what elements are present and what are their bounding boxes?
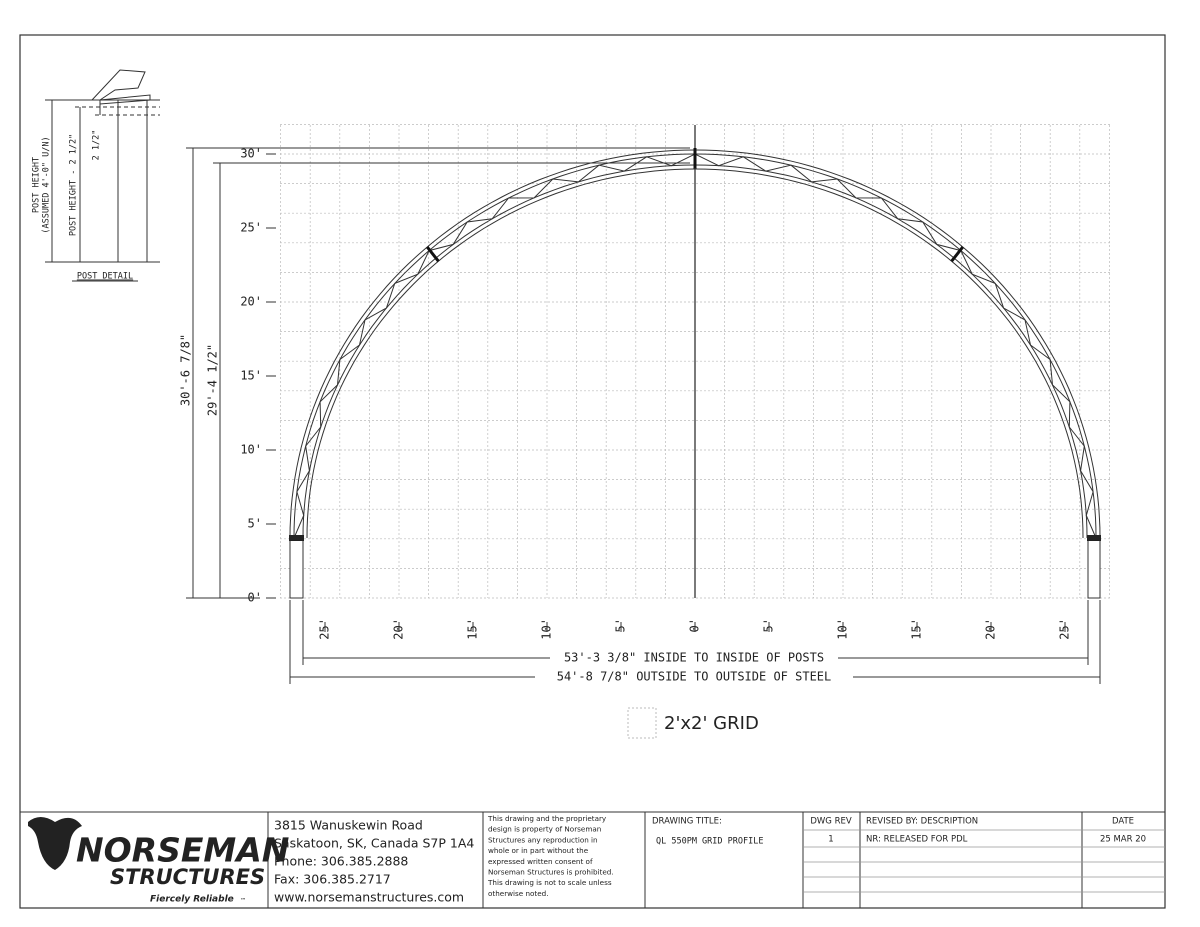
disclaimer-line: This drawing and the proprietary [487, 814, 607, 823]
dim-label: 54'-8 7/8" OUTSIDE TO OUTSIDE OF STEEL [557, 670, 832, 684]
title-block: NORSEMAN ™ STRUCTURES Fiercely Reliable … [20, 811, 1165, 908]
legend-swatch [627, 707, 657, 739]
rev-label: DWG REV [810, 817, 852, 827]
date-label: DATE [1112, 817, 1134, 827]
address-line: Fax: 306.385.2717 [274, 872, 391, 887]
dim-label: 29'-4 1/2" [206, 344, 220, 416]
post-cap [1087, 535, 1101, 541]
y-tick-label: 30' [240, 147, 262, 161]
dimensions: 30'-6 7/8" 29'-4 1/2" 53'-3 3/8" INSIDE … [179, 147, 1101, 684]
address: 3815 Wanuskewin Road Saskatoon, SK, Canad… [274, 818, 474, 905]
post [117, 99, 148, 263]
y-tick-label: 0' [248, 591, 262, 605]
date: 25 MAR 20 [1100, 835, 1146, 845]
sheet-border [19, 34, 1166, 909]
dim-label: 30'-6 7/8" [179, 334, 193, 406]
post-cap [289, 535, 304, 541]
splice [425, 246, 440, 263]
dim-label: 53'-3 3/8" INSIDE TO INSIDE OF POSTS [564, 651, 824, 665]
logo-tm: ™ [245, 854, 252, 862]
disclaimer-line: design is property of Norseman [488, 825, 601, 834]
revised: NR: RELEASED FOR PDL [866, 835, 968, 845]
grid [280, 124, 1110, 599]
post-label: POST HEIGHT [32, 157, 42, 213]
disclaimer-line: This drawing is not to scale unless [487, 878, 612, 887]
logo-tagline: Fiercely Reliable [150, 895, 234, 905]
disclaimer-line: otherwise noted. [488, 889, 549, 898]
post-detail: POST HEIGHT (ASSUMED 4'-0" U/N) POST HEI… [32, 69, 160, 282]
drawing-title-label: DRAWING TITLE: [652, 817, 722, 827]
post-detail-title: POST DETAIL [77, 272, 133, 282]
y-tick-label: 20' [240, 295, 262, 309]
logo-sub: STRUCTURES [110, 865, 265, 889]
post-label: (ASSUMED 4'-0" U/N) [42, 136, 52, 233]
y-tick-label: 25' [240, 221, 262, 235]
drawing-title: QL 550PM GRID PROFILE [656, 837, 763, 847]
post-cap [91, 69, 151, 105]
splice [950, 246, 965, 263]
y-tick-label: 5' [248, 517, 262, 531]
address-line: Saskatoon, SK, Canada S7P 1A4 [274, 836, 474, 851]
logo-bison [28, 817, 82, 870]
legend-label: 2'x2' GRID [664, 713, 759, 734]
disclaimer-line: Structures any reproduction in [488, 835, 598, 844]
disclaimer-line: whole or in part without the [488, 846, 589, 855]
rev: 1 [828, 835, 833, 845]
arch-truss [289, 125, 1101, 599]
address-line: www.norsemanstructures.com [274, 890, 464, 905]
rev-rows [803, 829, 1165, 893]
legend: 2'x2' GRID [627, 707, 759, 739]
address-line: 3815 Wanuskewin Road [274, 818, 423, 833]
y-tick-label: 10' [240, 443, 262, 457]
post-label: 2 1/2" [92, 130, 102, 161]
revised-label: REVISED BY: DESCRIPTION [866, 817, 978, 827]
address-line: Phone: 306.385.2888 [274, 854, 408, 869]
post [289, 537, 304, 599]
disclaimer-line: expressed written consent of [488, 857, 593, 866]
post [1087, 537, 1101, 599]
y-tick-label: 15' [240, 369, 262, 383]
logo-name: NORSEMAN [76, 831, 289, 870]
disclaimer: This drawing and the proprietary design i… [487, 814, 614, 898]
post-label: POST HEIGHT - 2 1/2" [69, 134, 79, 236]
logo-tm: ™ [240, 898, 246, 905]
disclaimer-line: Norseman Structures is prohibited. [488, 868, 614, 877]
